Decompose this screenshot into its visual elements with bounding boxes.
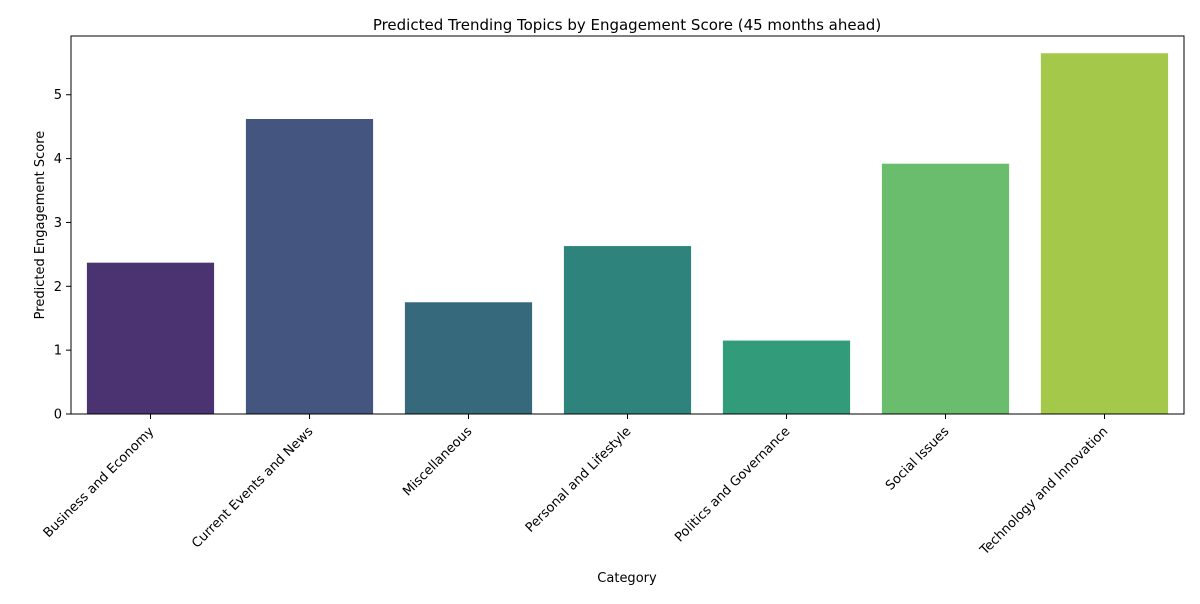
bar [404, 302, 533, 414]
x-axis-label: Category [597, 571, 657, 586]
plot-frame [70, 35, 1185, 415]
x-tick-label: Politics and Governance [672, 424, 793, 545]
bar [722, 340, 851, 414]
y-tick-label: 0 [54, 408, 62, 423]
bar [563, 246, 692, 414]
x-tick-label: Personal and Lifestyle [523, 424, 634, 535]
bar [1040, 53, 1169, 415]
y-axis: 0 1 2 3 4 5 [54, 88, 71, 423]
x-tick-label: Social Issues [883, 424, 953, 494]
y-tick-label: 4 [54, 152, 62, 167]
y-tick-label: 5 [54, 88, 62, 103]
chart-title: Predicted Trending Topics by Engagement … [373, 16, 881, 34]
x-tick-label: Technology and Innovation [977, 424, 1112, 559]
x-tick-label: Business and Economy [41, 424, 158, 541]
y-tick-label: 1 [54, 344, 62, 359]
y-tick-label: 3 [54, 216, 62, 231]
bar [881, 163, 1010, 414]
x-tick-label: Miscellaneous [400, 424, 475, 499]
x-axis: Business and Economy Current Events and N… [41, 414, 1112, 559]
x-tick-label: Current Events and News [189, 424, 316, 551]
y-tick-label: 2 [54, 280, 62, 295]
bar [86, 262, 215, 414]
bar [245, 119, 374, 414]
y-axis-label: Predicted Engagement Score [33, 131, 48, 320]
bars-layer [86, 53, 1169, 415]
